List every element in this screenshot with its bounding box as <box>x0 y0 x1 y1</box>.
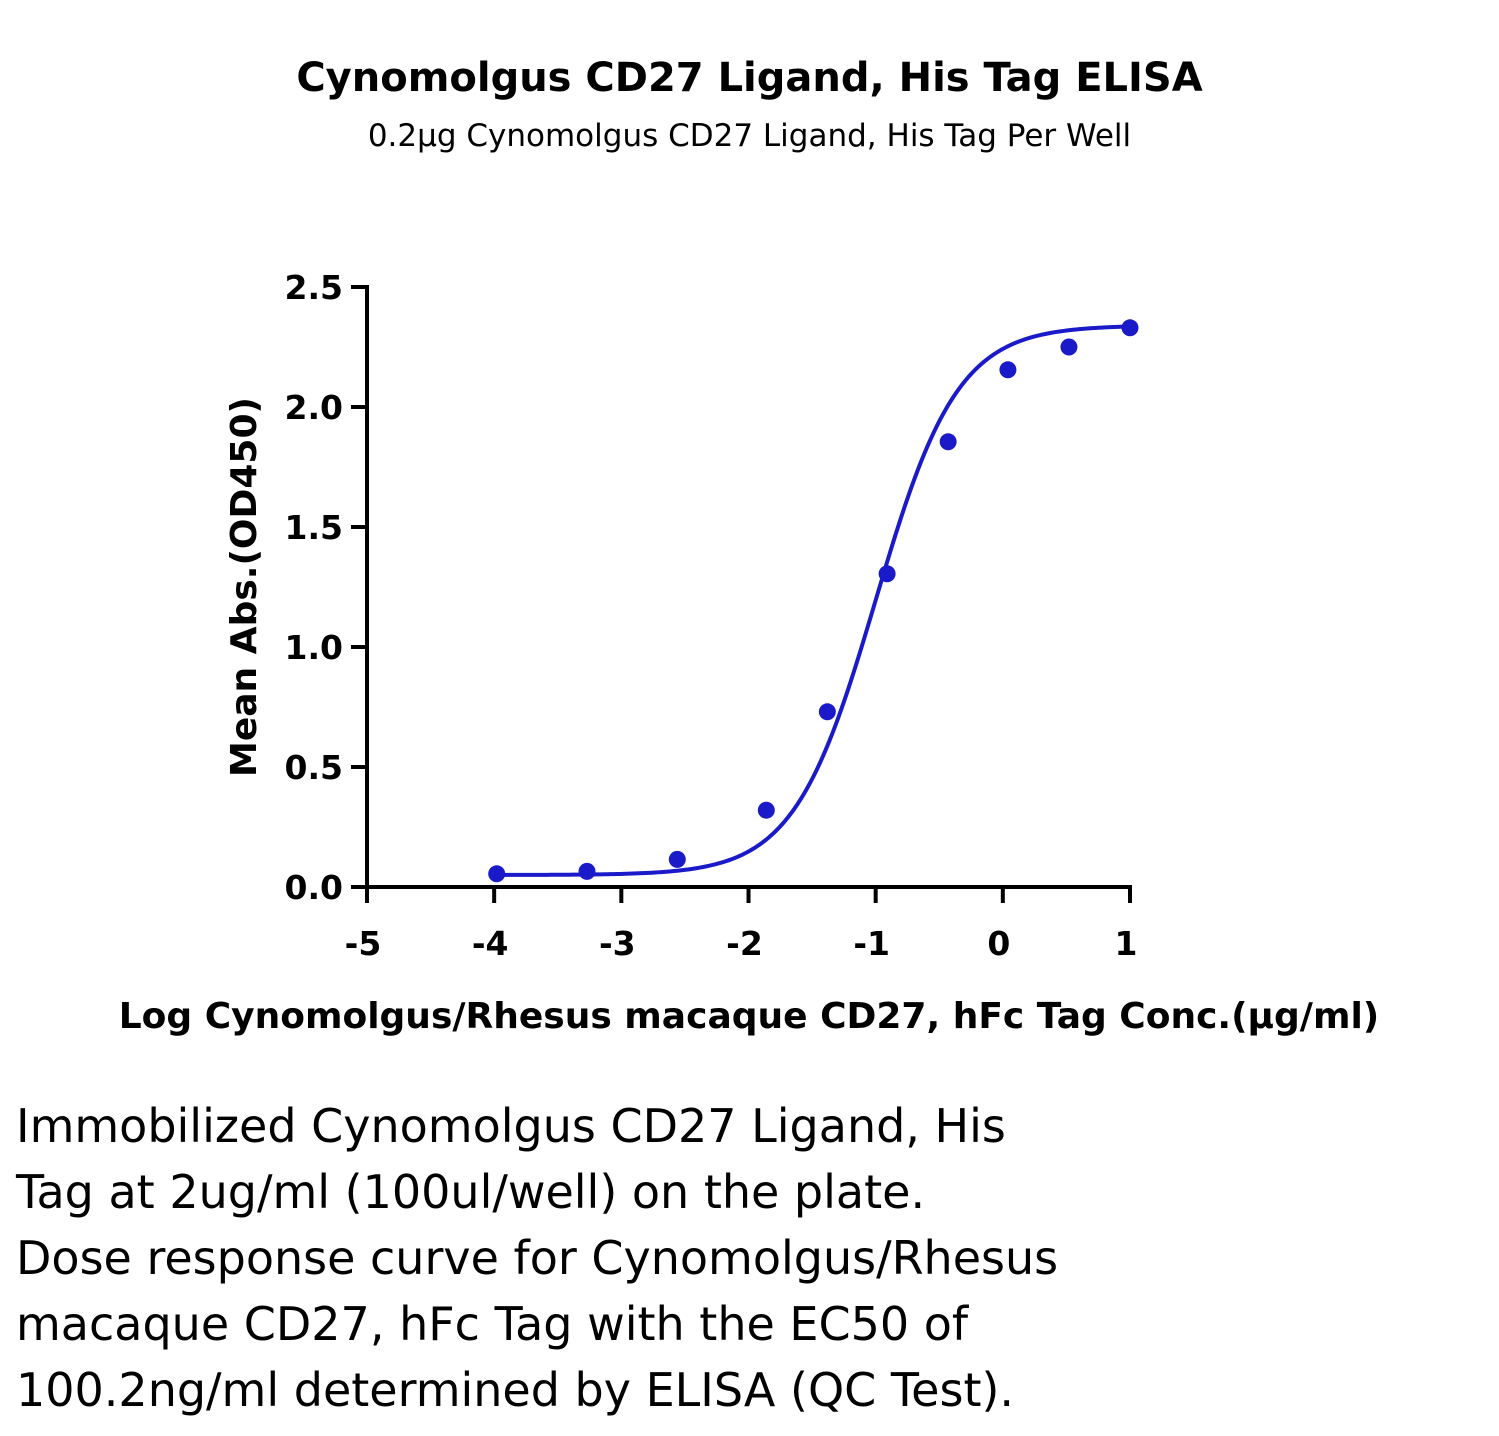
x-axis-title: Log Cynomolgus/Rhesus macaque CD27, hFc … <box>119 996 1380 1037</box>
data-points-group <box>488 319 1139 883</box>
data-point <box>488 865 506 883</box>
x-tick-label: -2 <box>726 924 763 963</box>
chart-subtitle: 0.2μg Cynomolgus CD27 Ligand, His Tag Pe… <box>367 118 1132 154</box>
data-point <box>818 703 836 721</box>
fit-curve-group <box>494 324 1132 877</box>
y-tick-label: 0.5 <box>285 748 343 787</box>
y-tick-label: 2.5 <box>285 268 343 307</box>
chart-title: Cynomolgus CD27 Ligand, His Tag ELISA <box>296 55 1203 101</box>
x-tick-label: -4 <box>472 924 509 963</box>
y-tick-label: 1.0 <box>285 628 343 667</box>
fit-curve-line <box>494 324 1132 877</box>
caption-line: Immobilized Cynomolgus CD27 Ligand, His <box>16 1099 1006 1153</box>
data-point <box>1060 338 1078 356</box>
caption-line: macaque CD27, hFc Tag with the EC50 of <box>16 1297 969 1351</box>
axes <box>351 285 1132 903</box>
x-tick-label: 0 <box>987 924 1010 963</box>
x-tick-label: -5 <box>345 924 382 963</box>
caption-line: Tag at 2ug/ml (100ul/well) on the plate. <box>16 1165 926 1219</box>
data-point <box>939 433 957 451</box>
y-tick-label: 1.5 <box>285 508 343 547</box>
data-point <box>999 361 1017 379</box>
data-point <box>1121 319 1139 337</box>
axis-labels-group: -5 -4 -3 -2 -1 0 1 0.0 0.5 1.0 1.5 2.0 2.5 Log Cynomo… <box>119 268 1380 1037</box>
y-tick-label: 0.0 <box>285 868 343 907</box>
data-point <box>878 565 896 583</box>
data-point <box>578 862 596 880</box>
data-point <box>757 801 775 819</box>
caption-line: Dose response curve for Cynomolgus/Rhesu… <box>16 1231 1059 1285</box>
x-tick-label: 1 <box>1115 924 1138 963</box>
figure-caption: Immobilized Cynomolgus CD27 Ligand, His … <box>16 1093 1486 1423</box>
x-tick-label: -1 <box>853 924 890 963</box>
x-tick-label: -3 <box>599 924 636 963</box>
dose-response-chart: -5 -4 -3 -2 -1 0 1 0.0 0.5 1.0 1.5 2.0 2.5 Log Cynomo… <box>119 268 1380 1037</box>
data-point <box>668 850 686 868</box>
y-tick-label: 2.0 <box>285 388 343 427</box>
y-axis-title: Mean Abs.(OD450) <box>224 397 265 777</box>
caption-line: 100.2ng/ml determined by ELISA (QC Test)… <box>16 1363 1015 1417</box>
